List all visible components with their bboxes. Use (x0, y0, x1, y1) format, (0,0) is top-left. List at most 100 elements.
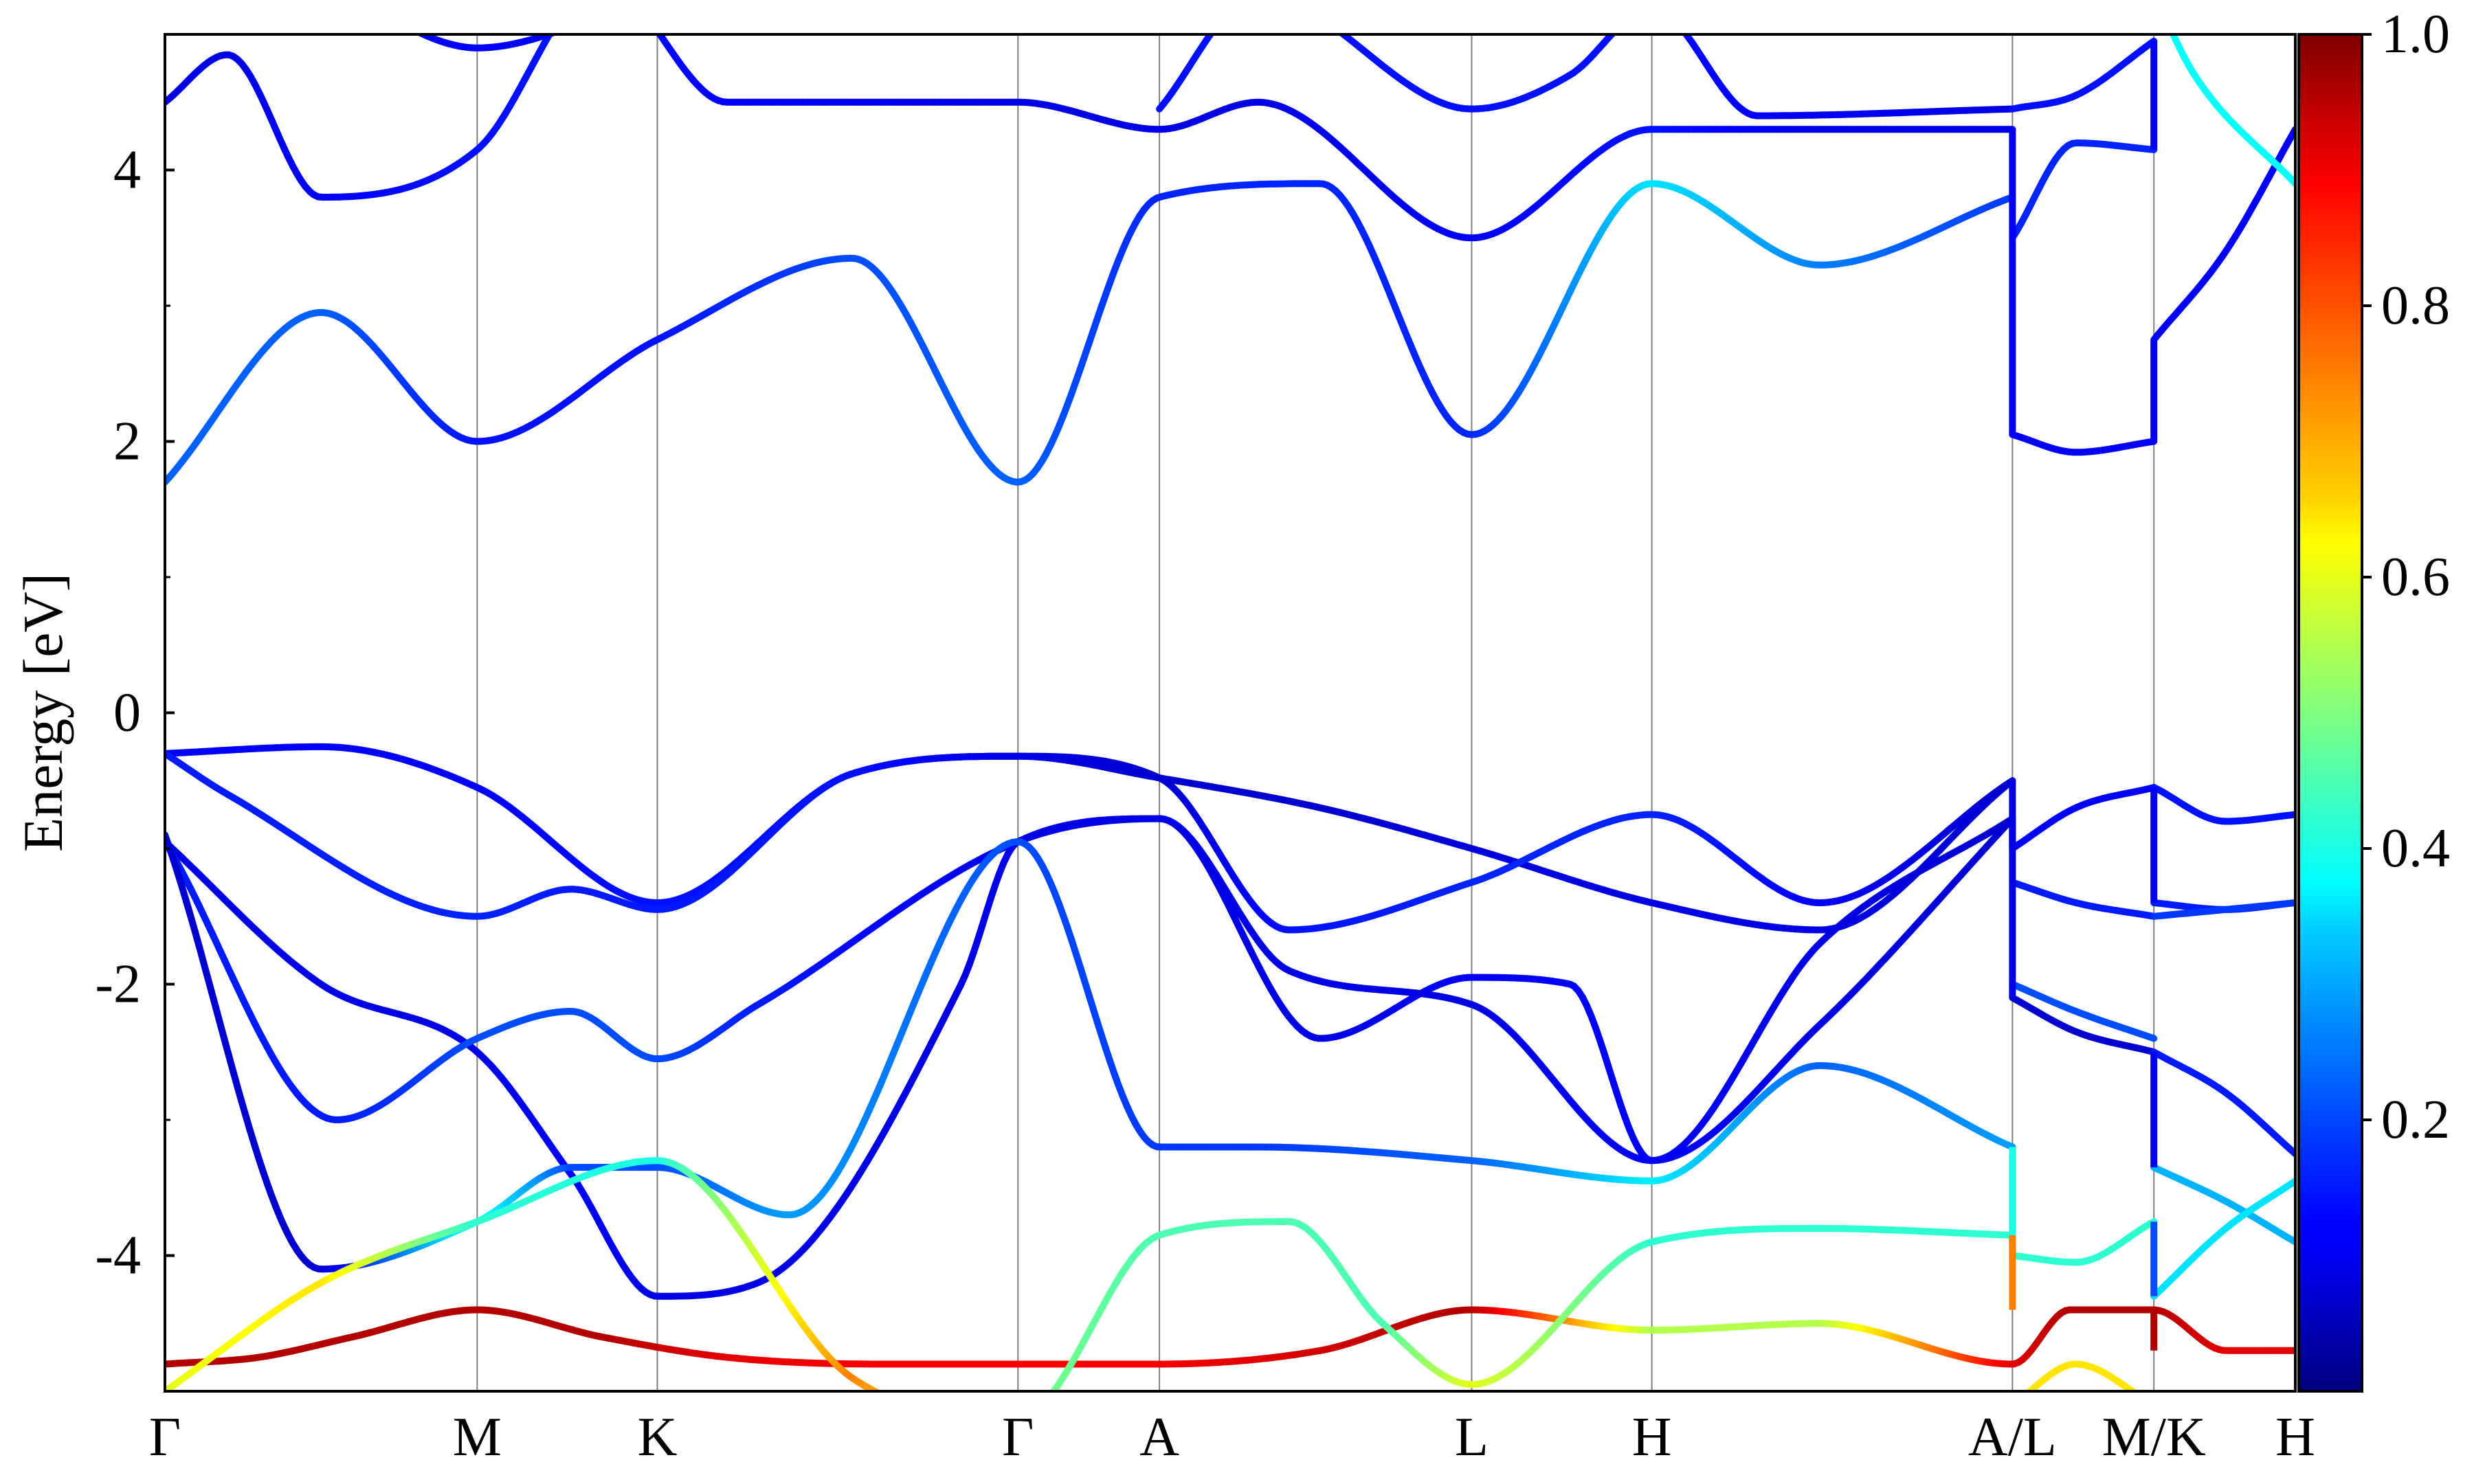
band-line (1156, 0, 2016, 120)
band-line (2154, 0, 2295, 188)
band-line (2150, 784, 2295, 825)
x-tick-label: H (2275, 1407, 2315, 1468)
band-segment (1616, 25, 1620, 30)
band-segment (646, 14, 650, 21)
band-segment (880, 1394, 884, 1396)
band-segment (606, 10, 610, 12)
band-segment (902, 1403, 906, 1404)
band-segment (884, 1396, 889, 1398)
band-segment (893, 1399, 897, 1402)
band-line (165, 815, 2016, 1165)
band-line (165, 743, 2016, 934)
band-segment (638, 4, 642, 10)
band-segment (1671, 17, 1675, 21)
band-segment (2150, 1402, 2154, 1405)
band-segment (356, 0, 360, 1)
band-jumps (2009, 41, 2158, 1351)
band-segment (1654, 8, 1658, 9)
band-segment (1667, 13, 1671, 16)
band-segment (2141, 1397, 2146, 1400)
band-segment (1219, 17, 1223, 23)
band-segment (561, 10, 565, 16)
band-segment (627, 2, 632, 3)
band-segment (961, 1416, 965, 1417)
band-segment (1620, 21, 1624, 25)
band-segment (656, 34, 662, 36)
band-segment (636, 0, 640, 1)
plot-frame (164, 33, 2297, 1393)
band-segment (577, 22, 581, 24)
band-segment (1633, 12, 1637, 14)
band-segment (377, 10, 381, 12)
band-segment (623, 4, 627, 5)
band-segment (957, 1415, 961, 1416)
band-segment (1042, 1401, 1046, 1406)
band-segment (1296, 3, 1300, 5)
band-segment (559, 29, 564, 30)
x-tick-label: H (1632, 1407, 1672, 1468)
band-segment (619, 5, 623, 7)
y-tick-label: -2 (95, 954, 141, 1015)
band-segment (1227, 8, 1232, 12)
band-segment (1625, 18, 1629, 21)
x-tick-label: A/L (1968, 1407, 2057, 1468)
band-segment (1215, 22, 1219, 27)
x-tick-label: M (453, 1407, 502, 1468)
band-segment (586, 19, 590, 21)
band-segment (1637, 10, 1641, 12)
band-segment (1236, 0, 1240, 3)
x-tick-label: Γ (149, 1407, 181, 1468)
band-segment (1287, 0, 1291, 1)
y-axis-ticks: 4 2 0 -2 -4 (95, 33, 175, 1393)
band-segment (407, 27, 411, 29)
colorbar-tick-label: 1.0 (2381, 4, 2450, 65)
band-line (2009, 784, 2158, 852)
band-line (2009, 1218, 2158, 1266)
band-segment (910, 1406, 914, 1407)
band-segment (369, 6, 373, 8)
high-symmetry-lines (476, 34, 2155, 1391)
band-line (165, 831, 2016, 1273)
band-segment (1308, 10, 1313, 13)
colorbar-ticks: 0.2 0.4 0.6 0.8 1.0 (2362, 4, 2450, 1150)
band-line (2009, 37, 2158, 113)
band-segment (1038, 1406, 1042, 1410)
band-segment (1326, 21, 1330, 24)
band-segment (2137, 1395, 2141, 1397)
band-segment (1046, 1396, 1050, 1402)
band-segment (1313, 13, 1317, 16)
band-segment (650, 21, 654, 27)
band-segment (1317, 16, 1322, 19)
band-line (2025, 1360, 2154, 1405)
band-segment (2167, 21, 2171, 30)
band-segment (553, 34, 559, 36)
band-segment (897, 1402, 901, 1403)
bands (165, 0, 2295, 1417)
colorbar (2297, 33, 2363, 1393)
band-segment (2154, 0, 2158, 3)
band-segment (923, 1410, 927, 1411)
band-segment (642, 9, 646, 14)
colorbar-tick-label: 0.6 (2381, 547, 2450, 607)
y-tick-label: -4 (95, 1226, 141, 1286)
band-segment (1292, 1, 1296, 3)
colorbar-tick-label: 0.8 (2381, 276, 2450, 336)
band-segment (553, 23, 557, 30)
band-segment (918, 1408, 922, 1410)
band-segment (602, 12, 606, 14)
band-segment (889, 1398, 893, 1400)
band-segment (399, 22, 403, 24)
band-segment (1675, 21, 1680, 26)
band-segment (2158, 3, 2162, 12)
band-segment (914, 1407, 918, 1408)
band-segment (386, 15, 390, 17)
band-segment (360, 1, 364, 3)
band-line (165, 1306, 2295, 1368)
band-segment (2005, 1141, 2016, 1151)
band-segment (611, 9, 615, 11)
y-axis-label: Energy [eV] (12, 573, 74, 852)
band-segment (632, 1, 636, 2)
band-segment (1330, 24, 1334, 27)
band-segment (1034, 1410, 1038, 1413)
band-segment (590, 17, 594, 19)
